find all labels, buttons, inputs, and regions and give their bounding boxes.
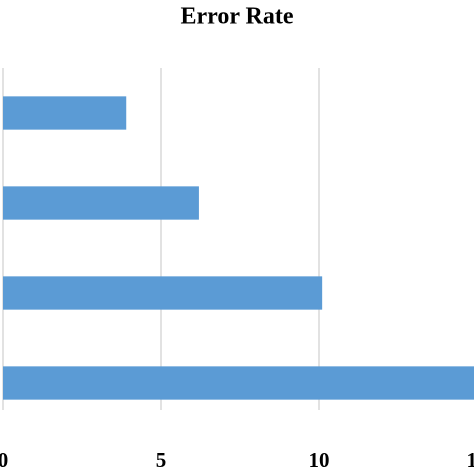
x-tick-label: 0 [0, 448, 8, 472]
chart-title: Error Rate [180, 4, 293, 30]
bar [3, 366, 474, 400]
bar [3, 96, 127, 130]
x-tick-label: 15 [467, 448, 474, 472]
x-tick-label: 5 [156, 448, 167, 472]
x-tick-label: 10 [309, 448, 330, 472]
bar [3, 186, 199, 220]
bar [3, 276, 323, 310]
